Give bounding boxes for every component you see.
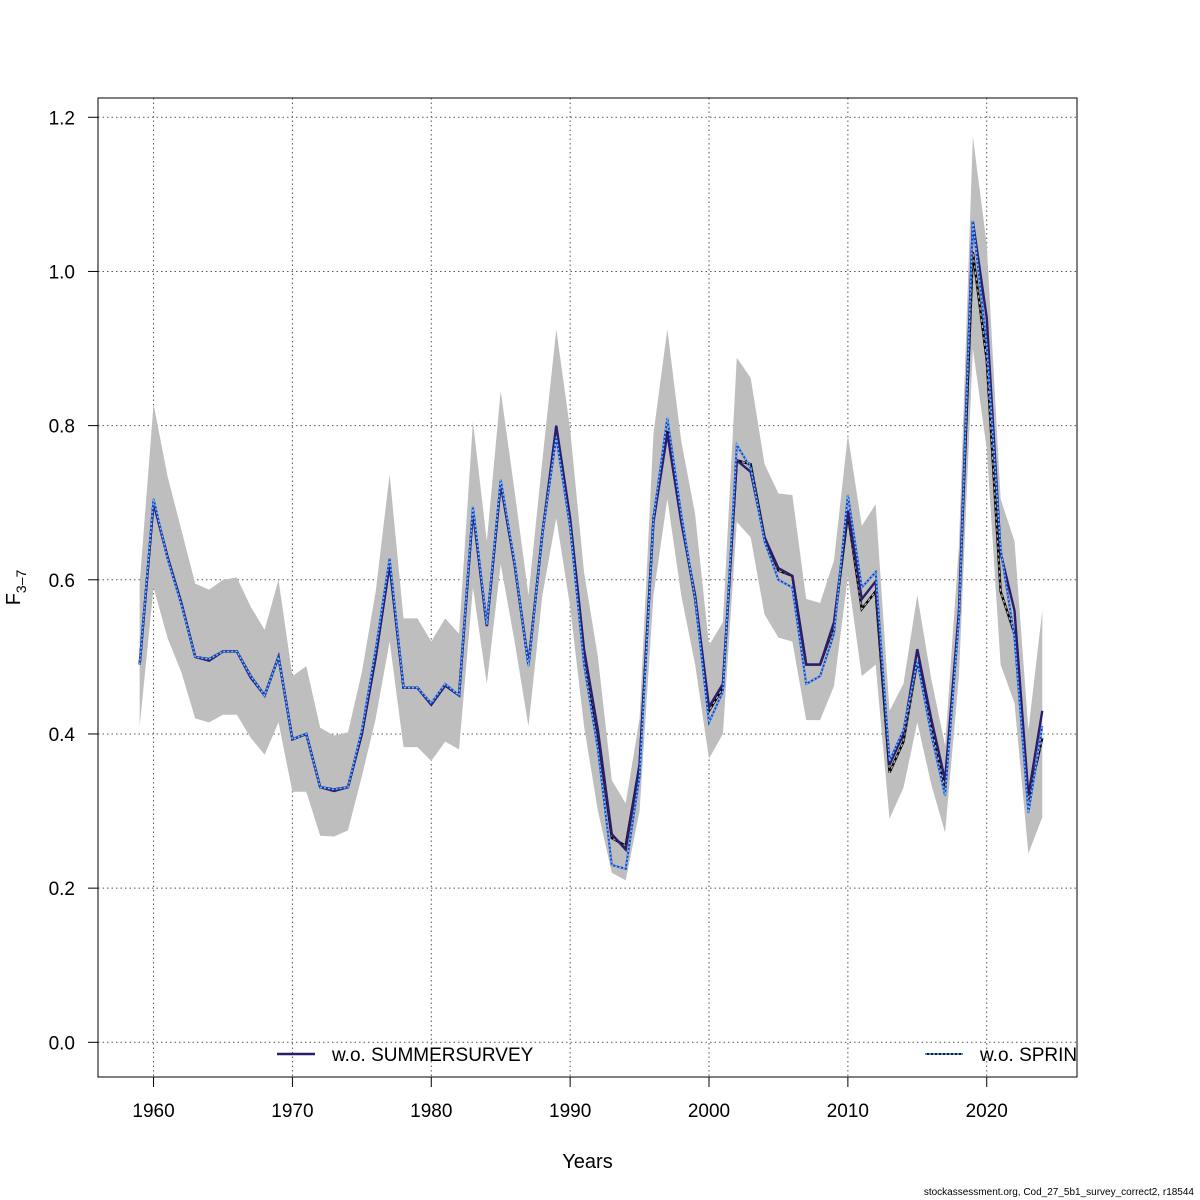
x-tick-label: 1980: [410, 1101, 452, 1122]
series-lines: [138, 221, 1044, 871]
y-tick-label: 0.2: [49, 879, 75, 900]
legend-item-summer: w.o. SUMMERSURVEY: [277, 1045, 534, 1066]
legend: w.o. SUMMERSURVEY w.o. SPRIN: [277, 1045, 1077, 1066]
confidence-band: [139, 136, 1043, 881]
x-tick-label: 1960: [132, 1101, 174, 1122]
y-tick-label: 1.2: [49, 108, 75, 129]
x-tick-label: 2000: [688, 1101, 730, 1122]
series-line-springsurvey: [138, 221, 1044, 871]
y-axis-title: F3–7: [3, 569, 29, 605]
legend-label: w.o. SPRIN: [979, 1045, 1077, 1066]
plot-area: [138, 136, 1044, 881]
x-tick-label: 1970: [271, 1101, 313, 1122]
svg-text:F3–7: F3–7: [3, 569, 29, 605]
grid-lines: [98, 98, 1077, 1077]
footer-credit: stockassessment.org, Cod_27_5b1_survey_c…: [923, 1187, 1194, 1198]
legend-item-spring: w.o. SPRIN: [925, 1045, 1077, 1066]
legend-label: w.o. SUMMERSURVEY: [331, 1045, 534, 1066]
x-axis: 1960 1970 1980 1990 2000 2010 2020: [132, 1076, 1008, 1122]
plot-frame: [97, 97, 1078, 1078]
y-axis-title-sub: 3–7: [13, 569, 29, 593]
y-tick-label: 0.0: [49, 1033, 75, 1054]
y-tick-label: 0.4: [49, 725, 76, 746]
x-tick-label: 2020: [966, 1101, 1008, 1122]
x-tick-label: 1990: [549, 1101, 591, 1122]
x-axis-title: Years: [562, 1151, 612, 1173]
y-tick-label: 0.8: [49, 417, 75, 438]
y-tick-label: 0.6: [49, 571, 75, 592]
y-axis-title-main: F: [3, 593, 25, 605]
x-tick-label: 2010: [827, 1101, 869, 1122]
y-axis: 0.0 0.2 0.4 0.6 0.8 1.0 1.2: [49, 108, 99, 1054]
y-tick-label: 1.0: [49, 262, 75, 283]
series-line-springsurvey-dots: [138, 221, 1044, 870]
